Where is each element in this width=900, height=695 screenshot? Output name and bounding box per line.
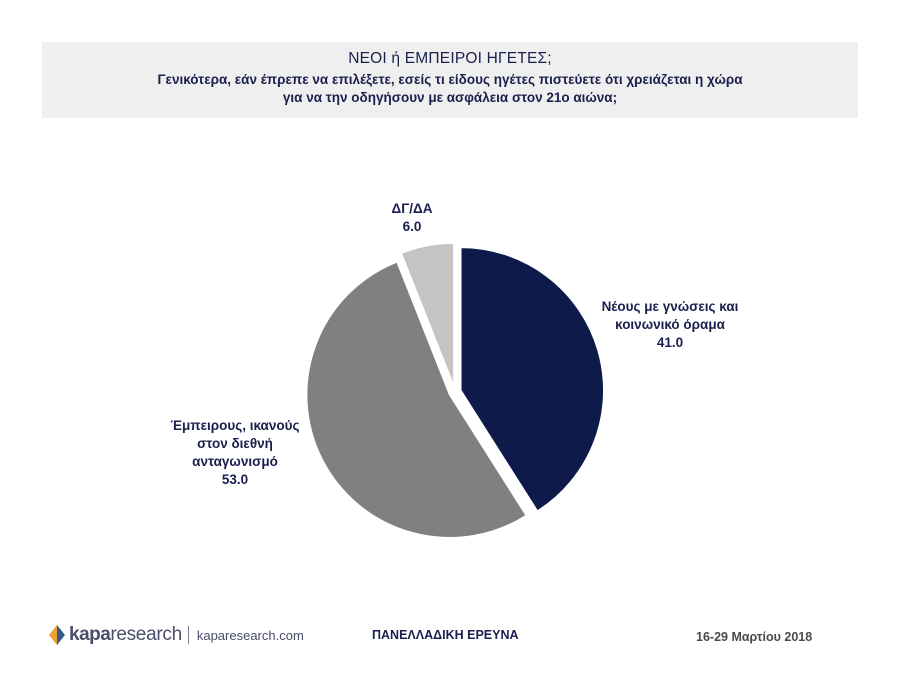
- slice-label-text: Έμπειρους, ικανούς: [170, 418, 300, 433]
- header-panel: ΝΕΟΙ ή ΕΜΠΕΙΡΟΙ ΗΓΕΤΕΣ; Γενικότερα, εάν …: [42, 42, 858, 118]
- slice-label-experienced: Έμπειρους, ικανούς στον διεθνή ανταγωνισμό…: [160, 417, 310, 489]
- kapa-logo-mark-icon: [49, 625, 65, 645]
- pie-slice-dk-na: [400, 242, 455, 387]
- slice-label-text: ανταγωνισμό: [192, 454, 278, 469]
- slice-value-label: 41.0: [656, 335, 684, 350]
- slice-label-text: Νέους με γνώσεις και: [601, 299, 739, 314]
- slice-label-text: κοινωνικό όραμα: [615, 317, 725, 332]
- slice-label-text: στον διεθνή: [197, 436, 273, 451]
- pie-slice-young: [460, 246, 605, 513]
- survey-label: ΠΑΝΕΛΛΑΔΙΚΗ ΕΡΕΥΝΑ: [372, 628, 519, 642]
- page-title: ΝΕΟΙ ή ΕΜΠΕΙΡΟΙ ΗΓΕΤΕΣ;: [348, 50, 552, 67]
- pie-slice-experienced: [305, 260, 528, 539]
- question-text: Γενικότερα, εάν έπρεπε να επιλέξετε, εσε…: [42, 71, 858, 107]
- slice-value-label: 6.0: [402, 219, 422, 234]
- website-text: kaparesearch.com: [196, 627, 304, 643]
- slice-label-young: Νέους με γνώσεις και κοινωνικό όραμα 41.0: [600, 298, 740, 352]
- slice-label-text: ΔΓ/ΔΑ: [391, 201, 433, 216]
- logo-brand: kapa: [69, 624, 111, 645]
- question-line-1: Γενικότερα, εάν έπρεπε να επιλέξετε, εσε…: [157, 72, 743, 87]
- logo-word: research: [110, 624, 182, 645]
- kapa-logo: kapa research kaparesearch.com: [48, 622, 304, 648]
- survey-date: 16-29 Μαρτίου 2018: [696, 630, 813, 644]
- slice-label-dk-na: ΔΓ/ΔΑ 6.0: [362, 200, 462, 236]
- question-line-2: για να την οδηγήσουν με ασφάλεια στον 21…: [282, 90, 618, 105]
- slice-value-label: 53.0: [221, 472, 249, 487]
- logo-divider: [187, 626, 189, 644]
